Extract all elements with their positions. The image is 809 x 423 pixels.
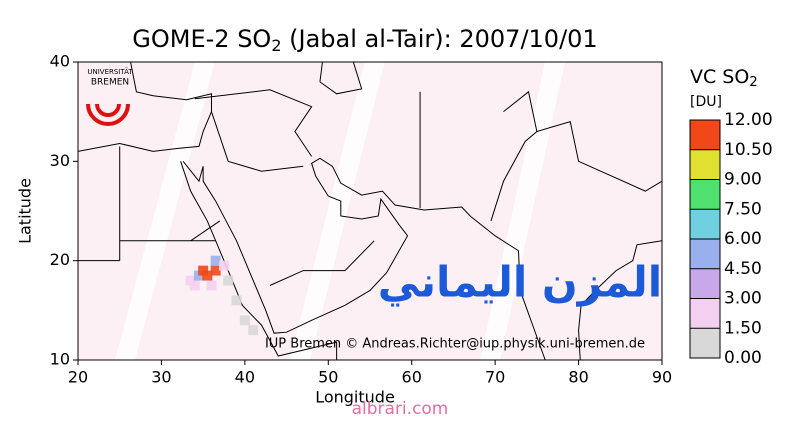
colorbar-segment: [690, 268, 720, 299]
x-tick-label: 70: [485, 368, 505, 387]
coastline: [180, 161, 338, 360]
so2-pixel: [210, 265, 221, 276]
x-tick-label: 20: [68, 368, 88, 387]
so2-pixel: [239, 315, 250, 326]
coastline: [182, 157, 546, 361]
credit: IUP Bremen © Andreas.Richter@iup.physik.…: [265, 337, 645, 352]
coastline: [211, 111, 304, 172]
logo-text: UNIVERSITÄT: [87, 67, 133, 76]
so2-pixel: [210, 255, 221, 266]
plot-frame: [77, 61, 663, 361]
colorbar-tick-label: 12.00: [724, 110, 773, 130]
x-axis-label: Longitude: [315, 388, 395, 407]
coastline: [269, 240, 375, 286]
y-tick-label: 10: [50, 350, 70, 369]
coastline: [490, 90, 538, 222]
colorbar-title: VC SO2: [690, 66, 758, 90]
plume: [185, 255, 259, 336]
colorbar-tick-label: 1.50: [724, 318, 762, 338]
coastlines: [77, 61, 663, 361]
y-axis-label: Latitude: [16, 178, 35, 244]
coastline: [536, 120, 663, 192]
so2-pixel: [248, 325, 259, 336]
so2-pixel: [189, 280, 200, 291]
y-tick-label: 40: [50, 52, 70, 71]
watermark-arabic: المزن اليماني: [378, 258, 662, 308]
orbit-gap: [480, 62, 565, 360]
orbit-gap: [290, 62, 385, 360]
colorbar-tick-label: 0.00: [724, 348, 762, 368]
chart-title: GOME-2 SO2 (Jabal al-Tair): 2007/10/01: [132, 25, 597, 55]
logo-text: BREMEN: [91, 78, 129, 88]
colorbar-segment: [690, 328, 720, 358]
colorbar-unit: [DU]: [690, 94, 722, 110]
so2-pixel: [223, 275, 234, 286]
colorbar-tick-label: 10.50: [724, 140, 773, 160]
colorbar-tick-label: 4.50: [724, 259, 762, 279]
coastline: [319, 61, 323, 82]
x-tick-label: 80: [568, 368, 588, 387]
colorbar-segment: [690, 120, 720, 150]
x-tick-label: 50: [318, 368, 338, 387]
colorbar-tick-label: 9.00: [724, 170, 762, 190]
x-tick-label: 40: [235, 368, 255, 387]
so2-pixel: [206, 280, 217, 291]
y-tick-label: 20: [50, 250, 70, 269]
so2-pixel: [231, 295, 242, 306]
orbit-gap: [115, 62, 215, 360]
coastline: [578, 240, 663, 361]
logo: UNIVERSITÄT BREMEN: [86, 67, 133, 126]
colorbar-segment: [690, 239, 720, 269]
watermark-site: albrari.com: [352, 399, 449, 419]
coastline: [194, 89, 313, 157]
x-tick-label: 60: [402, 368, 422, 387]
colorbar-tick-label: 7.50: [724, 199, 762, 219]
colorbar-segment: [690, 179, 720, 210]
colorbar-segment: [690, 298, 720, 329]
so2-pixel: [202, 270, 213, 281]
colorbar-segment: [690, 209, 720, 239]
colorbar-segment: [690, 149, 720, 180]
colorbar-tick-label: 3.00: [724, 289, 762, 309]
coastline: [77, 61, 212, 152]
coastline: [319, 61, 363, 95]
so2-pixel: [218, 260, 230, 271]
coastline: [190, 220, 221, 242]
x-tick-label: 90: [652, 368, 672, 387]
y-tick-label: 30: [50, 151, 70, 170]
x-tick-label: 30: [151, 368, 171, 387]
so2-pixel: [198, 265, 209, 276]
colorbar-tick-label: 6.00: [724, 229, 762, 249]
